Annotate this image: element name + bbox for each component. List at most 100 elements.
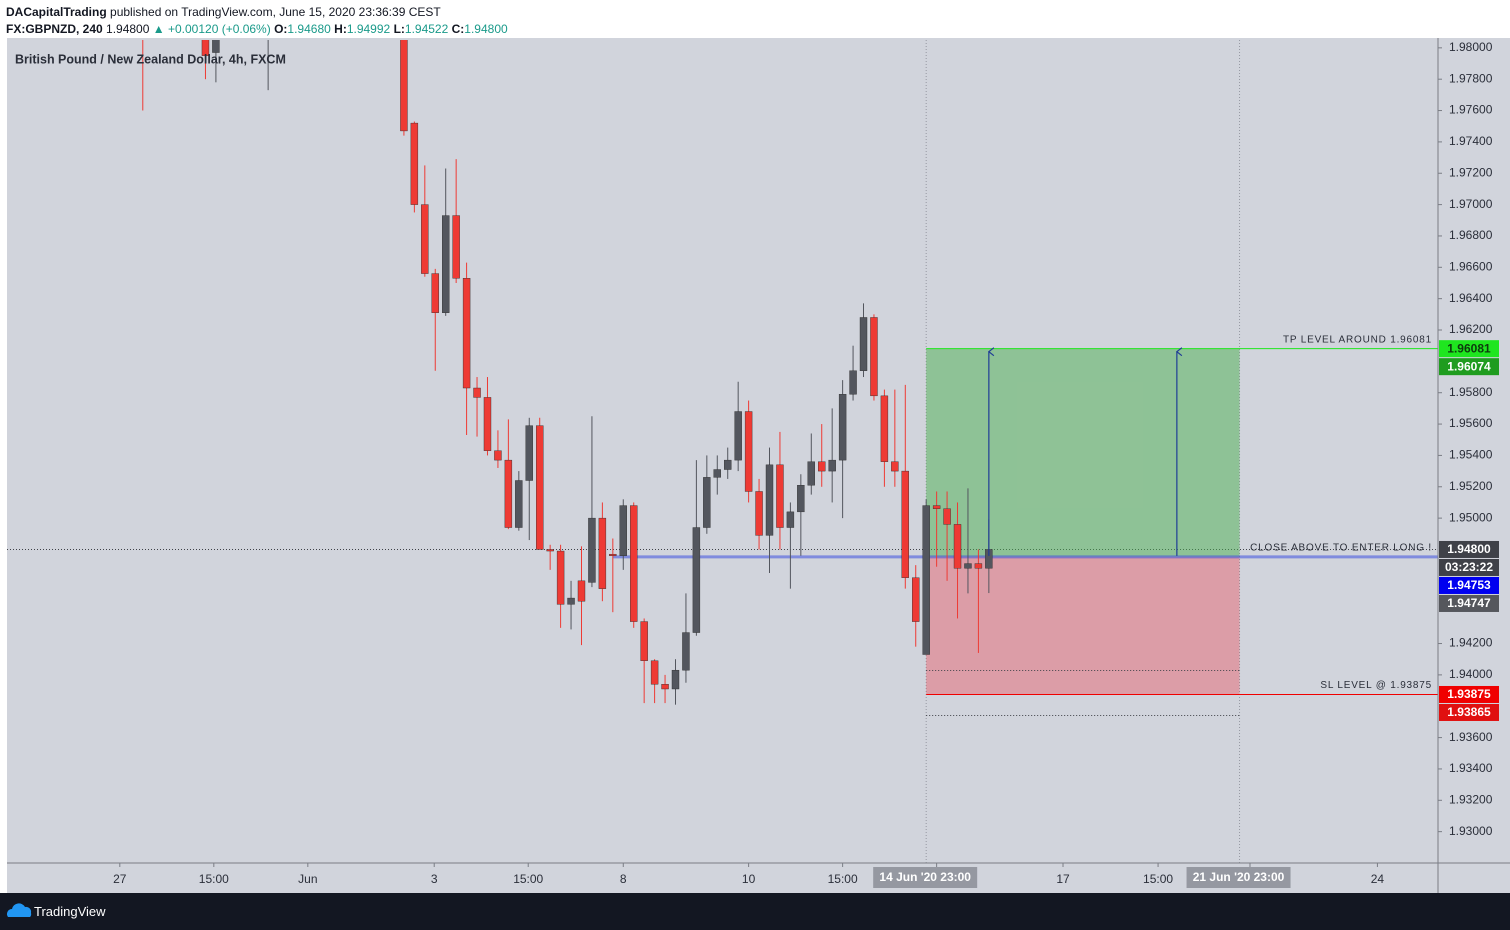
candle-body: [943, 508, 951, 525]
ohlc-key: L:: [393, 22, 405, 36]
candle-body: [974, 563, 983, 569]
candle-body: [692, 527, 701, 633]
candle-body: [734, 411, 742, 461]
candle-body: [410, 122, 419, 205]
y-tick-label: 1.96200: [1449, 322, 1493, 336]
header-line-2: FX:GBPNZD, 240 1.94800 ▲ +0.00120 (+0.06…: [6, 21, 508, 38]
published: published on TradingView.com, June 15, 2…: [110, 5, 441, 19]
candle-body: [807, 461, 815, 486]
candle-body: [776, 464, 784, 528]
candle-body: [713, 469, 721, 478]
target-zone: [926, 348, 1240, 557]
ohlc-value: 1.94800: [464, 22, 508, 36]
annotation: CLOSE ABOVE TO ENTER LONG !: [1250, 542, 1432, 553]
price-label: 1.94800: [1447, 542, 1491, 556]
candle-body: [640, 621, 648, 661]
axes: 1.98000 1.97800 1.97600 1.97400 1.97200 1.970…: [113, 40, 1499, 888]
x-tick-label: 10: [742, 872, 756, 886]
candle-body: [494, 450, 502, 461]
y-tick-label: 1.95200: [1449, 479, 1493, 493]
x-tick-label: 24: [1371, 872, 1385, 886]
price-label: 1.94747: [1447, 596, 1491, 610]
countdown-box: [1439, 558, 1499, 576]
price-label-box: [1439, 685, 1499, 703]
x-tick-label: 15:00: [199, 872, 229, 886]
y-tick-label: 1.96800: [1449, 228, 1493, 242]
candle-body: [724, 459, 732, 470]
candle-body: [504, 459, 513, 528]
ohlc-value: 1.94522: [404, 22, 449, 36]
candle-body: [703, 477, 711, 528]
candle-body: [619, 505, 627, 556]
x-tick-label: 15:00: [1143, 872, 1173, 886]
price-label-box: [1439, 340, 1499, 358]
candle-body: [577, 580, 586, 602]
price-label: 1.96074: [1447, 359, 1491, 373]
candle-body: [932, 505, 941, 509]
candle-body: [609, 553, 617, 556]
candle-body: [588, 517, 596, 583]
price-label: 1.94753: [1447, 578, 1491, 592]
footer: TradingView: [0, 893, 1510, 930]
last: 1.94800: [106, 22, 150, 36]
pane-background: [7, 38, 1510, 893]
candle-body: [744, 411, 753, 492]
candle-body: [765, 464, 774, 536]
candle-body: [567, 597, 575, 605]
ohlc-value: 1.94992: [346, 22, 391, 36]
candle-body: [536, 425, 544, 550]
stop-zone: [926, 556, 1240, 695]
y-tick-label: 1.94200: [1449, 636, 1493, 650]
candle-body: [473, 387, 481, 398]
y-tick-label: 1.93600: [1449, 730, 1493, 744]
y-tick-label: 1.98000: [1449, 40, 1493, 54]
candle-body: [452, 215, 460, 279]
y-tick-label: 1.97200: [1449, 165, 1493, 179]
y-tick-label: 1.94000: [1449, 667, 1493, 681]
candle-body: [212, 40, 220, 53]
y-tick-label: 1.97800: [1449, 71, 1493, 85]
x-tick-label: 15:00: [828, 872, 858, 886]
candle-body: [838, 394, 847, 461]
header: DACapitalTrading published on TradingVie…: [6, 4, 508, 38]
time-highlight-box: [873, 867, 978, 888]
price-label-box: [1439, 358, 1499, 376]
candle-body: [630, 505, 638, 622]
candle-body: [431, 273, 439, 313]
price-label-box: [1439, 576, 1499, 594]
price-label: 1.96081: [1447, 341, 1491, 355]
legend: British Pound / New Zealand Dollar, 4h, …: [15, 52, 286, 66]
countdown: 03:23:22: [1445, 560, 1493, 574]
candle-body: [786, 511, 795, 528]
price-label-box: [1439, 703, 1499, 721]
candle-body: [462, 278, 471, 389]
candle-body: [755, 491, 763, 536]
candle-body: [483, 397, 492, 451]
logo: [7, 903, 32, 917]
x-tick-label: Jun: [298, 872, 317, 886]
candle-body: [859, 317, 868, 371]
author: DACapitalTrading: [6, 5, 107, 19]
time-highlight-box: [1186, 867, 1291, 888]
candle-body: [661, 684, 669, 690]
candle-body: [598, 517, 607, 589]
candle-body: [912, 577, 920, 622]
annotation: SL LEVEL @ 1.93875: [1320, 680, 1432, 691]
candle-body: [525, 425, 533, 481]
time-highlight-label: 14 Jun '20 23:00: [879, 870, 971, 884]
candle-body: [922, 505, 930, 655]
price-label: 1.93865: [1447, 705, 1491, 719]
candle-body: [650, 660, 659, 685]
x-tick-label: 27: [113, 872, 127, 886]
candle-body: [442, 215, 450, 313]
y-tick-label: 1.93200: [1449, 792, 1493, 806]
candle-body: [880, 395, 889, 462]
plot: [7, 40, 1438, 863]
candle-body: [682, 632, 690, 671]
header-line-1: DACapitalTrading published on TradingVie…: [6, 4, 508, 21]
candle-body: [828, 459, 836, 472]
x-tick-label: 17: [1056, 872, 1070, 886]
candle-body: [201, 40, 210, 56]
